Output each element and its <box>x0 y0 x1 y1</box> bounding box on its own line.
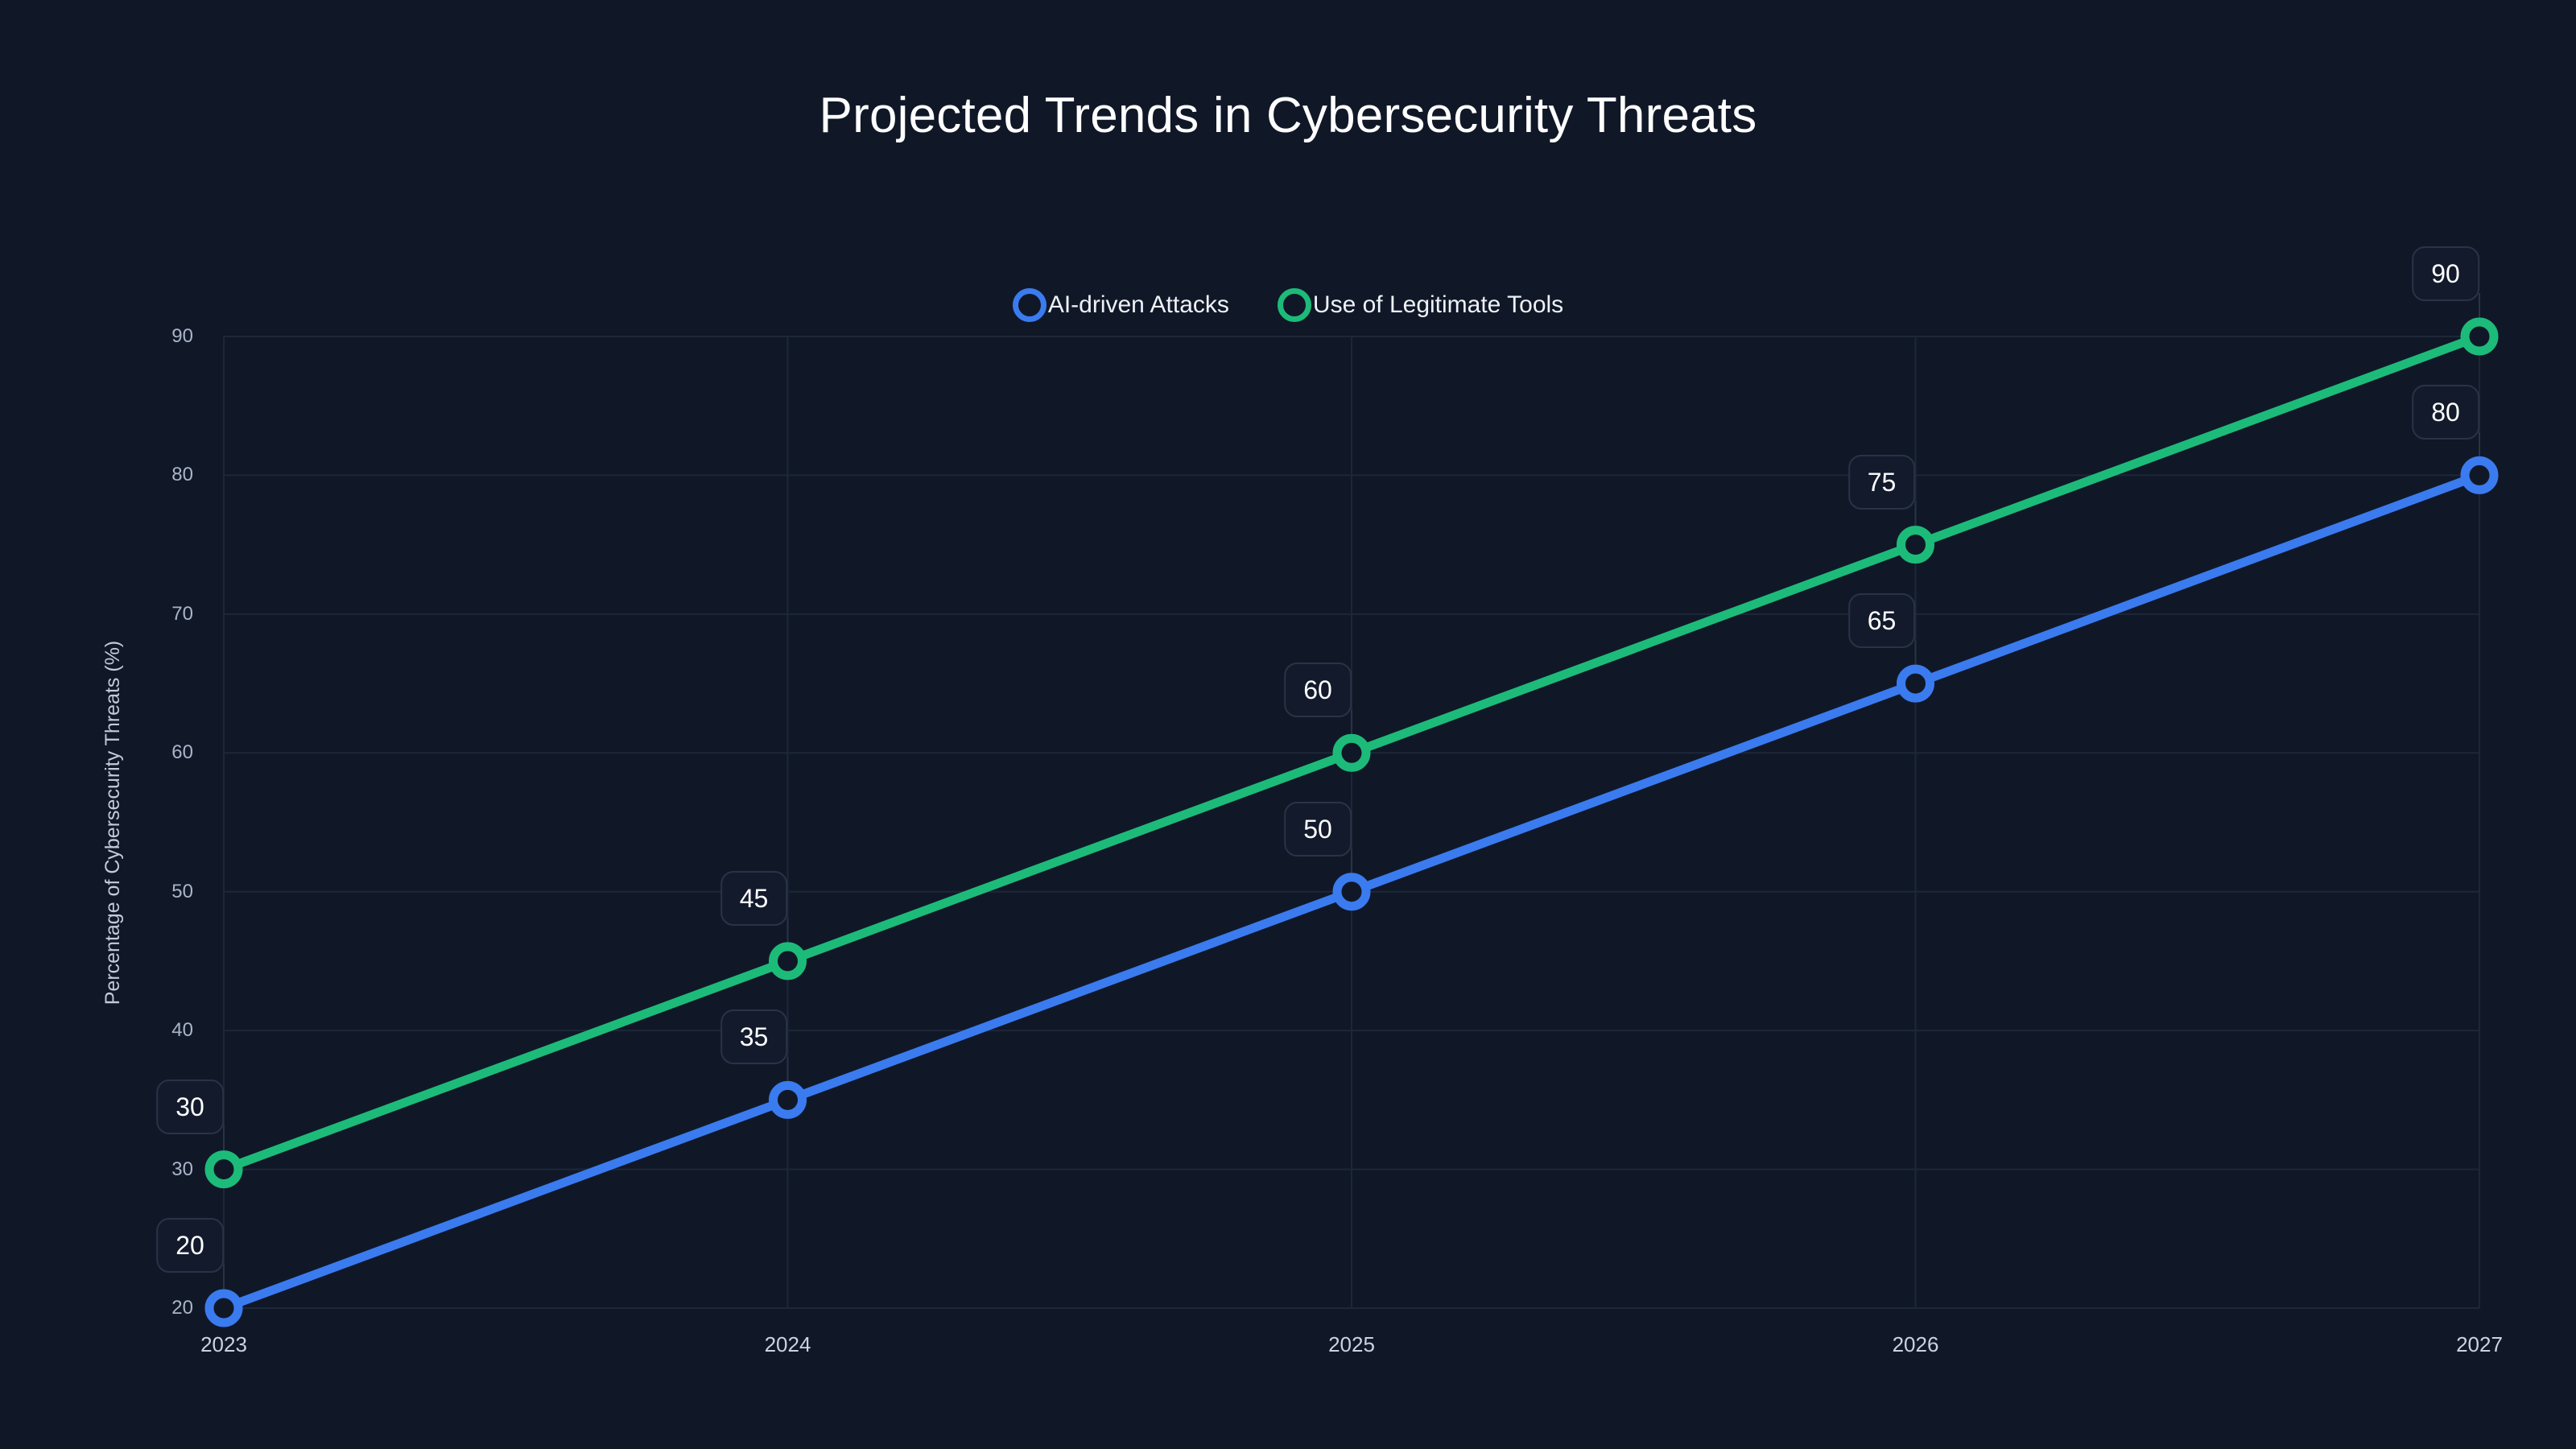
y-axis-tick-label: 90 <box>171 325 193 347</box>
data-point-label: 80 <box>2412 385 2479 440</box>
data-point-marker[interactable] <box>2460 456 2499 494</box>
x-axis-tick-label: 2023 <box>200 1332 247 1356</box>
y-axis-tick-label: 40 <box>171 1019 193 1042</box>
data-point-label: 90 <box>2412 246 2479 301</box>
y-axis-tick-label: 50 <box>171 880 193 902</box>
data-point-marker[interactable] <box>769 1080 807 1119</box>
series-markers <box>204 317 2499 1327</box>
chart-legend: AI-driven Attacks Use of Legitimate Tool… <box>0 288 2576 322</box>
page-title: Projected Trends in Cybersecurity Threat… <box>819 88 1757 143</box>
legend-swatch-circle-icon <box>1277 288 1311 322</box>
data-point-label: 65 <box>1847 593 1916 649</box>
legend-label: AI-driven Attacks <box>1047 291 1229 318</box>
data-point-marker[interactable] <box>204 1150 243 1189</box>
y-axis-tick-label: 20 <box>171 1297 193 1319</box>
data-point-marker[interactable] <box>1332 733 1371 772</box>
data-point-label: 30 <box>156 1079 224 1134</box>
legend-item-use-of-legitimate-tools[interactable]: Use of Legitimate Tools <box>1277 288 1564 322</box>
data-point-marker[interactable] <box>1332 873 1371 911</box>
legend-item-ai-driven-attacks[interactable]: AI-driven Attacks <box>1012 288 1229 322</box>
data-point-label: 60 <box>1284 663 1352 718</box>
y-axis-tick-label: 30 <box>171 1158 193 1180</box>
data-point-label: 50 <box>1284 801 1352 857</box>
data-point-marker[interactable] <box>204 1289 243 1327</box>
data-point-marker[interactable] <box>2460 317 2499 356</box>
y-axis-tick-label: 70 <box>171 602 193 625</box>
data-point-marker[interactable] <box>1897 664 1934 703</box>
data-point-label: 45 <box>720 870 788 926</box>
x-axis-tick-label: 2027 <box>2456 1332 2503 1356</box>
data-point-marker[interactable] <box>1897 526 1934 564</box>
y-axis-title: Percentage of Cybersecurity Threats (%) <box>101 640 124 1005</box>
y-axis-tick-label: 80 <box>171 464 193 486</box>
legend-label: Use of Legitimate Tools <box>1312 291 1564 318</box>
legend-swatch-circle-icon <box>1012 288 1046 322</box>
grid-lines <box>223 336 2480 1309</box>
x-axis-tick-label: 2025 <box>1328 1332 1375 1356</box>
data-point-marker[interactable] <box>769 942 807 980</box>
y-axis-tick-label: 60 <box>171 741 193 764</box>
x-axis-tick-label: 2024 <box>764 1332 811 1356</box>
x-axis-tick-label: 2026 <box>1892 1332 1939 1356</box>
data-point-label: 35 <box>720 1009 788 1065</box>
data-point-label: 20 <box>156 1218 224 1273</box>
data-point-label: 75 <box>1847 454 1916 510</box>
